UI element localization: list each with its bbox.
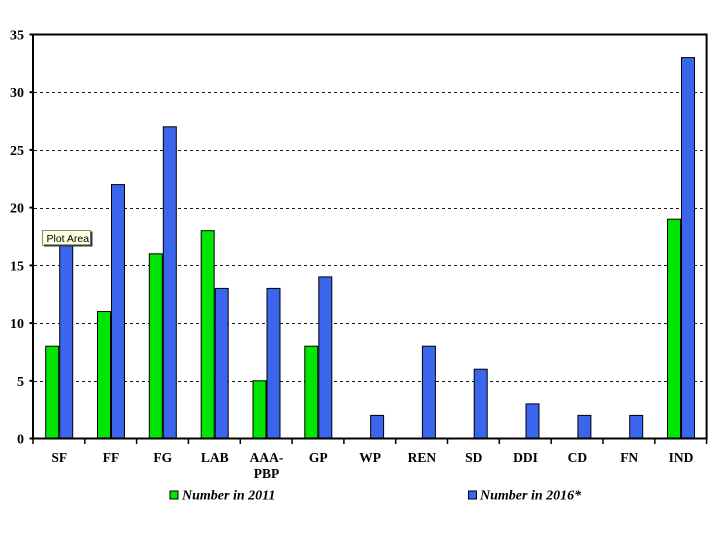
svg-text:10: 10	[10, 317, 24, 332]
svg-text:25: 25	[10, 144, 24, 159]
svg-text:Number in 2016*: Number in 2016*	[479, 489, 582, 504]
svg-text:35: 35	[10, 29, 24, 44]
svg-text:0: 0	[17, 433, 24, 448]
svg-text:SD: SD	[465, 450, 483, 465]
svg-text:WP: WP	[359, 450, 381, 465]
svg-text:PBP: PBP	[254, 466, 280, 481]
svg-text:AAA-: AAA-	[250, 450, 284, 465]
svg-text:FF: FF	[103, 450, 120, 465]
svg-text:Plot Area: Plot Area	[47, 233, 90, 245]
svg-text:DDI: DDI	[513, 450, 538, 465]
svg-text:GP: GP	[309, 450, 328, 465]
svg-text:IND: IND	[669, 450, 694, 465]
svg-text:20: 20	[10, 202, 24, 217]
svg-text:CD: CD	[568, 450, 588, 465]
svg-text:LAB: LAB	[201, 450, 229, 465]
svg-text:30: 30	[10, 86, 24, 101]
svg-text:5: 5	[17, 375, 24, 390]
svg-text:SF: SF	[51, 450, 67, 465]
svg-text:15: 15	[10, 259, 24, 274]
svg-text:REN: REN	[408, 450, 437, 465]
svg-text:FN: FN	[620, 450, 638, 465]
svg-text:FG: FG	[153, 450, 172, 465]
svg-text:Number in 2011: Number in 2011	[181, 489, 275, 504]
